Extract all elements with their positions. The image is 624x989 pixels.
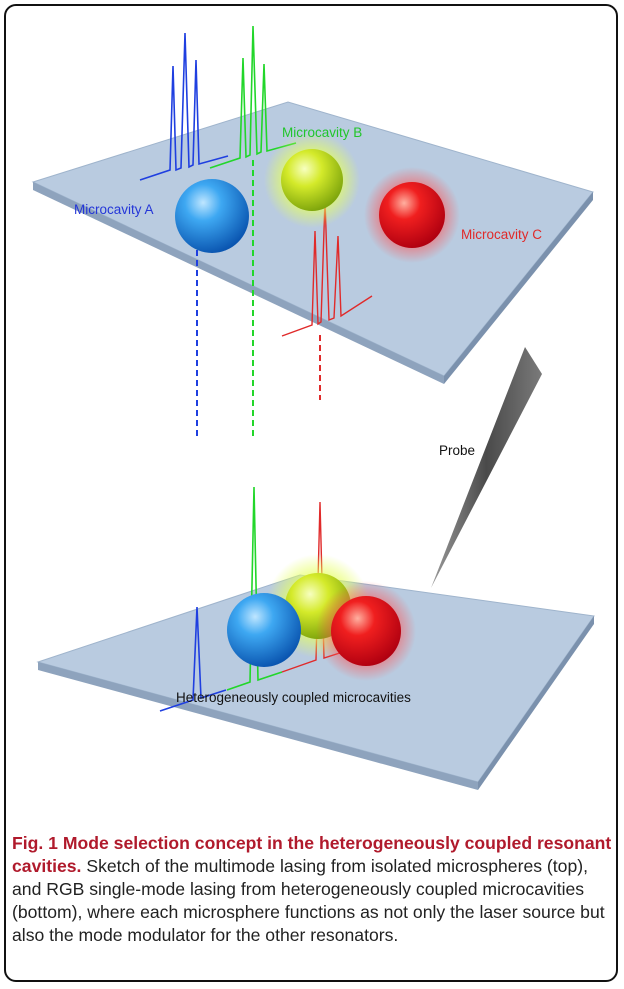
coupled-sphere-c <box>316 581 416 681</box>
caption-body: Sketch of the multimode lasing from isol… <box>12 856 605 945</box>
label-probe: Probe <box>439 443 475 458</box>
coupled-sphere-a <box>227 593 301 667</box>
label-microcavity-a: Microcavity A <box>74 202 154 217</box>
probe-icon <box>431 347 542 588</box>
figure-caption: Fig. 1 Mode selection concept in the het… <box>12 832 612 947</box>
label-microcavity-c: Microcavity C <box>461 227 542 242</box>
bottom-platform-side <box>478 616 594 790</box>
label-microcavity-b: Microcavity B <box>282 125 362 140</box>
spectrum-a-multimode <box>139 32 229 181</box>
caption-lead: Fig. 1 Mode selection concept in the het… <box>12 833 612 876</box>
sphere-c <box>364 167 460 263</box>
sphere-b <box>264 132 360 228</box>
sphere-a <box>175 179 249 253</box>
spectrum-b-multimode <box>209 25 297 169</box>
spectrum-b-single <box>226 486 283 691</box>
figure-frame <box>4 4 618 982</box>
top-platform-side <box>444 192 593 384</box>
top-platform-edge <box>33 182 444 384</box>
bottom-platform-edge <box>38 662 478 790</box>
figure-illustration: Microcavity A Microcavity B Microcavity … <box>31 25 595 790</box>
label-coupled: Heterogeneously coupled microcavities <box>176 690 411 705</box>
spectrum-a-single <box>159 606 227 712</box>
